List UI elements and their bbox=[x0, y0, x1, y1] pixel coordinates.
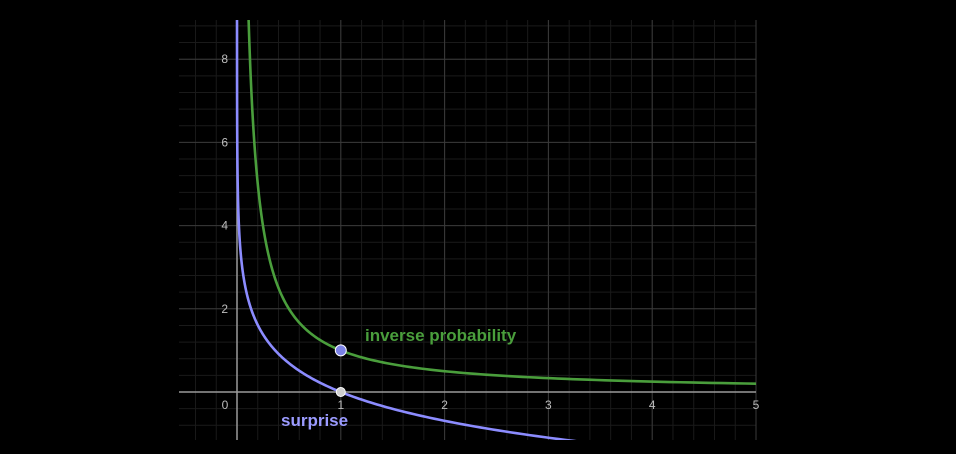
inverse-probability-point bbox=[334, 344, 347, 357]
y-tick-label: 2 bbox=[221, 302, 228, 316]
x-tick-label: 5 bbox=[753, 398, 760, 412]
x-tick-label: 4 bbox=[649, 398, 656, 412]
series-line-inverse-probability bbox=[247, 20, 756, 385]
points bbox=[334, 344, 347, 397]
surprise-point bbox=[335, 387, 346, 397]
inverse-probability-label: inverse probability bbox=[365, 326, 517, 345]
x-tick-label: 3 bbox=[545, 398, 552, 412]
y-tick-label: 4 bbox=[221, 219, 228, 233]
axes bbox=[179, 20, 756, 440]
y-tick-label: 6 bbox=[221, 135, 228, 149]
x-tick-label: 0 bbox=[222, 398, 229, 412]
x-tick-label: 2 bbox=[441, 398, 448, 412]
surprise-label: surprise bbox=[281, 411, 348, 430]
grid-minor bbox=[179, 20, 756, 440]
series-line-surprise bbox=[235, 20, 577, 440]
y-tick-label: 8 bbox=[221, 52, 228, 66]
tick-labels: 0 1 2 3 4 5 2 4 6 8 bbox=[221, 52, 759, 412]
curves bbox=[235, 20, 756, 440]
grid-major bbox=[179, 20, 757, 440]
x-tick-label: 1 bbox=[337, 398, 344, 412]
